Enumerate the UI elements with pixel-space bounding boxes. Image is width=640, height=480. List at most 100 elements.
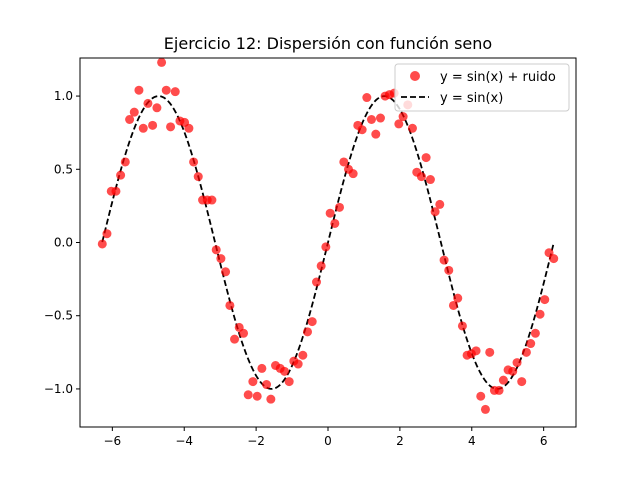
- scatter-point: [453, 293, 463, 303]
- legend-label-scatter: y = sin(x) + ruido: [440, 70, 556, 85]
- scatter-point: [362, 93, 372, 103]
- scatter-point: [284, 377, 294, 387]
- scatter-point: [189, 157, 199, 167]
- scatter-point: [348, 169, 358, 179]
- y-tick-label: 1.0: [54, 89, 73, 103]
- scatter-point: [211, 245, 221, 255]
- x-tick-label: −4: [175, 434, 193, 448]
- scatter-point: [303, 327, 313, 337]
- scatter-point: [476, 391, 486, 401]
- scatter-point: [161, 85, 171, 95]
- scatter-point: [430, 207, 440, 217]
- y-tick-label: −0.5: [44, 309, 73, 323]
- scatter-point: [485, 347, 495, 357]
- scatter-point: [421, 153, 431, 163]
- scatter-point: [526, 339, 536, 349]
- scatter-point: [357, 125, 367, 135]
- scatter-point: [243, 390, 253, 400]
- scatter-point: [407, 123, 417, 133]
- scatter-point: [339, 157, 349, 167]
- x-tick-label: −6: [103, 434, 121, 448]
- y-tick-label: 0.0: [54, 236, 73, 250]
- scatter-point: [111, 186, 121, 196]
- scatter-point: [152, 103, 162, 113]
- scatter-point: [540, 295, 550, 305]
- scatter-point: [184, 123, 194, 133]
- x-tick-label: −2: [247, 434, 265, 448]
- scatter-point: [316, 261, 326, 271]
- scatter-point: [457, 321, 467, 331]
- scatter-point: [508, 366, 518, 376]
- scatter-point: [494, 385, 504, 395]
- scatter-point: [371, 129, 381, 139]
- scatter-point: [512, 358, 522, 368]
- x-tick-label: 4: [468, 434, 476, 448]
- scatter-point: [166, 122, 176, 132]
- scatter-point: [134, 85, 144, 95]
- scatter-point: [148, 120, 158, 130]
- scatter-point: [366, 115, 376, 124]
- scatter-point: [398, 112, 408, 122]
- scatter-point: [216, 254, 226, 264]
- scatter-point: [116, 170, 126, 180]
- scatter-point: [129, 107, 139, 117]
- scatter-point: [444, 265, 454, 275]
- scatter-point: [498, 375, 508, 385]
- scatter-point: [221, 267, 231, 277]
- x-tick-label: 6: [540, 434, 548, 448]
- scatter-point: [321, 242, 331, 252]
- legend-scatter-marker: [410, 71, 420, 81]
- scatter-point: [312, 277, 321, 287]
- sine-line: [101, 95, 555, 390]
- scatter-point: [125, 115, 135, 124]
- scatter-point: [280, 366, 290, 376]
- scatter-point: [257, 363, 267, 373]
- scatter-point: [102, 229, 112, 239]
- scatter-point: [170, 87, 180, 97]
- x-tick-label: 2: [396, 434, 404, 448]
- scatter-point: [138, 123, 148, 133]
- scatter-point: [193, 172, 203, 182]
- scatter-point: [262, 380, 272, 390]
- sine-line-layer: [101, 95, 555, 390]
- scatter-point: [394, 119, 404, 129]
- scatter-point: [325, 208, 335, 218]
- scatter-point: [439, 255, 449, 265]
- legend: y = sin(x) + ruido y = sin(x): [394, 63, 570, 112]
- scatter-point: [293, 359, 303, 369]
- scatter-points-layer: [97, 58, 559, 414]
- scatter-point: [435, 199, 445, 209]
- scatter-point: [239, 328, 249, 338]
- scatter-point: [143, 98, 153, 108]
- scatter-point: [375, 113, 385, 123]
- scatter-point: [535, 309, 545, 319]
- legend-box: [394, 63, 570, 112]
- scatter-point: [120, 157, 130, 167]
- scatter-point: [230, 334, 240, 344]
- scatter-point: [298, 350, 308, 360]
- x-axis-ticks: −6 −4 −2 0 2 4 6: [103, 427, 547, 448]
- scatter-point: [225, 300, 235, 310]
- scatter-point: [448, 300, 458, 310]
- legend-label-line: y = sin(x): [440, 91, 503, 106]
- scatter-point: [157, 58, 167, 67]
- scatter-point: [425, 175, 435, 185]
- scatter-point: [97, 239, 107, 249]
- y-tick-label: 0.5: [54, 162, 73, 176]
- scatter-point: [530, 328, 540, 338]
- y-axis-ticks: −1.0 −0.5 0.0 0.5 1.0: [44, 89, 80, 396]
- plot-layer: [97, 58, 559, 414]
- scatter-point: [521, 347, 531, 357]
- chart-title: Ejercicio 12: Dispersión con función sen…: [164, 34, 492, 53]
- scatter-point: [330, 218, 340, 228]
- scatter-point: [517, 377, 527, 387]
- scatter-point: [307, 317, 317, 327]
- scatter-point: [207, 195, 217, 205]
- scatter-point: [335, 202, 344, 212]
- scatter-point: [471, 346, 481, 356]
- scatter-point: [480, 404, 490, 414]
- scatter-point: [416, 172, 426, 182]
- y-tick-label: −1.0: [44, 382, 73, 396]
- scatter-point: [266, 394, 276, 404]
